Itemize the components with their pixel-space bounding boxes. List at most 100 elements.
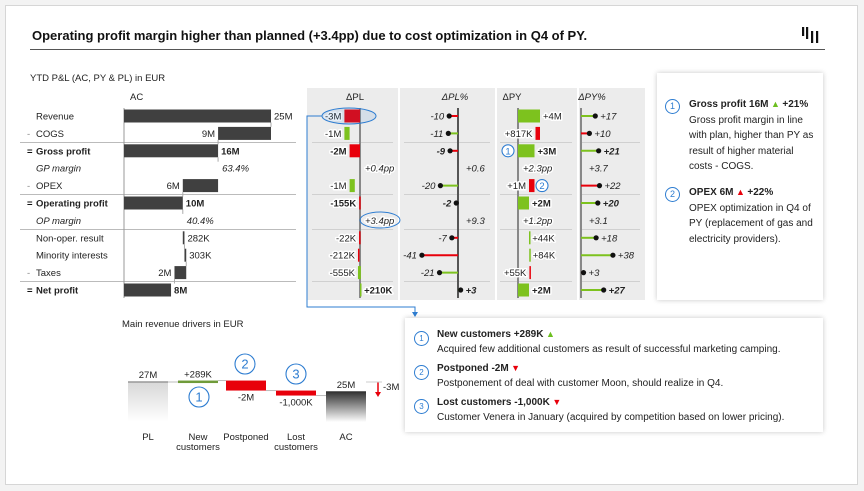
dpy-bar	[529, 231, 531, 245]
highlight-ellipse	[359, 211, 401, 229]
row-label: OPEX	[36, 181, 63, 192]
delta-bar	[226, 380, 266, 391]
dpy-bar	[529, 179, 535, 193]
ac-value-label: 16M	[221, 146, 240, 157]
pct-label: +3.1	[589, 216, 608, 227]
pct-label: +3.7	[589, 164, 608, 175]
note-heading: Postponed -2M ▼	[437, 360, 817, 377]
marker-circle	[285, 363, 307, 385]
triangle-up-icon: ▲	[543, 329, 555, 339]
dpl-bar	[349, 144, 360, 158]
column-header: ΔPL%	[441, 92, 469, 103]
lollipop-dot	[453, 200, 459, 206]
total-bar	[326, 392, 366, 422]
lollipop-dot	[596, 148, 602, 154]
percent-label: -2	[443, 199, 452, 210]
lollipop-dot	[596, 183, 603, 189]
percent-label: +21	[604, 146, 620, 157]
marker-circle	[234, 353, 256, 375]
percent-label: -9	[437, 146, 446, 157]
note: Lost customers -1,000K ▼ Customer Venera …	[437, 394, 817, 426]
marker-circle	[501, 144, 515, 158]
highlight-ellipse	[321, 107, 377, 125]
triangle-down-icon: ▼	[508, 363, 521, 373]
lollipop-dot	[436, 270, 443, 276]
row-prefix: -	[27, 129, 30, 140]
note-heading-text: Gross profit 16M	[689, 99, 769, 110]
percent-label: +22	[604, 181, 621, 192]
category-label: Lost	[287, 432, 305, 443]
dpy-bar	[535, 126, 540, 140]
pct-label: +9.3	[466, 216, 485, 227]
row-label: Minority interests	[36, 251, 108, 262]
dpy-value-label: +3M	[538, 146, 557, 157]
ac-value-label: 303K	[189, 251, 212, 262]
lollipop-dot	[593, 235, 599, 241]
row-label: COGS	[36, 129, 64, 140]
percent-label: +18	[601, 233, 618, 244]
dpy-bar	[518, 196, 529, 210]
dpy-bar	[518, 109, 540, 123]
lollipop-dot	[610, 252, 616, 258]
row-prefix: =	[27, 286, 33, 297]
ac-value-label: 10M	[186, 199, 205, 210]
lollipop-dot	[437, 183, 443, 189]
lollipop-dot	[447, 148, 453, 154]
title-divider	[30, 49, 825, 50]
note-heading-text: Postponed -2M	[437, 363, 509, 374]
note-heading: OPEX 6M ▲ +22%	[689, 185, 819, 201]
dpl-bar	[357, 248, 360, 262]
dpy-value-label: +1M	[507, 181, 526, 192]
row-label: OP margin	[36, 216, 81, 227]
note-number-badge: 2	[414, 365, 429, 380]
category-label: Postponed	[223, 432, 268, 443]
note: Gross profit 16M ▲ +21% Gross profit marg…	[689, 97, 819, 175]
note-heading-text: New customers +289K	[437, 329, 544, 340]
dpy-value-label: +55K	[504, 268, 527, 279]
note-body: OPEX optimization in Q4 of PY (replaceme…	[689, 202, 813, 245]
dpy-bar	[518, 283, 529, 297]
bar-value-label: -2M	[238, 393, 254, 404]
percent-label: -7	[438, 233, 447, 244]
marker-number: 2	[539, 181, 544, 192]
percent-label: +17	[600, 112, 617, 123]
comment-card-bottom: 1 New customers +289K ▲ Acquired few addi…	[405, 318, 823, 432]
percent-label: -20	[422, 181, 436, 192]
note-heading-text: Lost customers -1,000K	[437, 397, 550, 408]
triangle-up-icon: ▲	[768, 99, 783, 109]
ac-bar	[124, 109, 271, 123]
percent-label: +10	[594, 129, 611, 140]
row-label: Revenue	[36, 112, 74, 123]
lollipop-dot	[419, 252, 425, 258]
delta-bar	[276, 390, 316, 396]
note-body: Gross profit margin in line with plan, h…	[689, 114, 814, 173]
column-header: ΔPY%	[577, 92, 606, 103]
marker-circle	[188, 386, 210, 408]
pct-label: +2.3pp	[523, 164, 552, 175]
note-body: Postponement of deal with customer Moon,…	[437, 378, 724, 389]
dpl-bar	[357, 266, 361, 280]
table-title: YTD P&L (AC, PY & PL) in EUR	[30, 73, 165, 84]
note-number-badge: 1	[414, 331, 429, 346]
row-prefix: -	[27, 181, 30, 192]
row-label: Taxes	[36, 268, 61, 279]
page-title: Operating profit margin higher than plan…	[32, 28, 588, 43]
pct-label: +1.2pp	[523, 216, 552, 227]
ac-bar	[174, 266, 187, 280]
dpl-value-label: -1M	[330, 181, 346, 192]
row-prefix: -	[27, 268, 30, 279]
dpl-value-label: -22K	[336, 233, 357, 244]
percent-label: +3	[589, 268, 601, 279]
dpy-value-label: +2M	[532, 286, 551, 297]
note-heading: New customers +289K ▲	[437, 326, 817, 343]
triangle-down-icon: ▼	[549, 397, 562, 407]
percent-label: -10	[430, 112, 444, 123]
row-prefix: =	[27, 146, 33, 157]
dpl-value-label: -1M	[325, 129, 341, 140]
delta-bar	[178, 380, 218, 384]
marker-number: 1	[195, 390, 202, 405]
bar-chart-logo-icon	[802, 27, 819, 43]
dpl-bar	[360, 283, 362, 297]
lollipop-dot	[592, 113, 598, 119]
ac-bar	[124, 196, 183, 210]
